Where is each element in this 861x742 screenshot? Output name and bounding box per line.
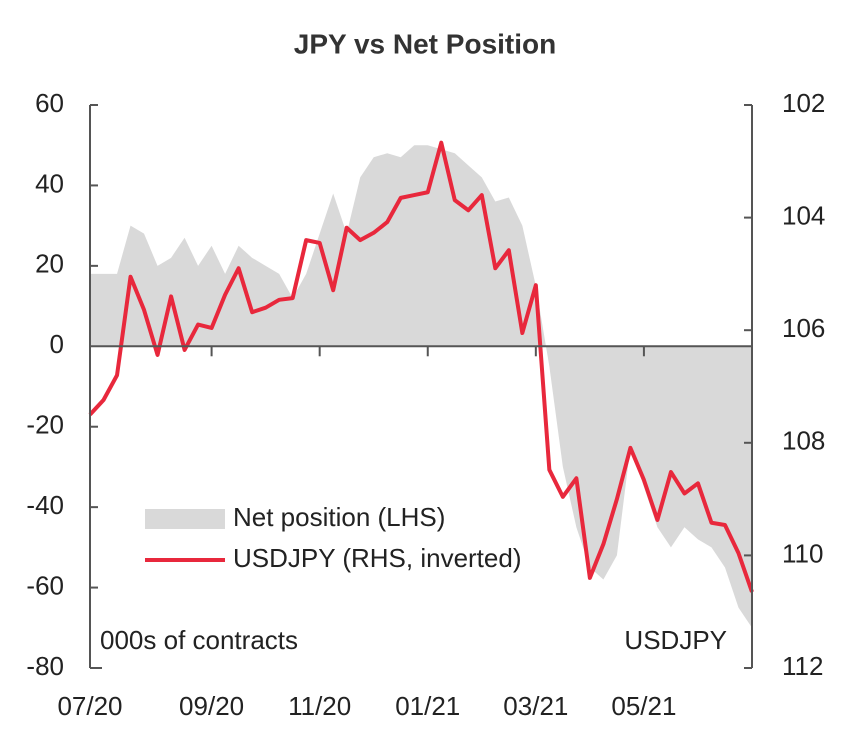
legend-label: USDJPY (RHS, inverted): [233, 543, 522, 573]
x-tick-label: 07/20: [57, 691, 122, 721]
y-tick-label: 60: [35, 88, 64, 118]
x-tick-label: 01/21: [395, 691, 460, 721]
x-tick-label: 09/20: [179, 691, 244, 721]
y-tick-label: 0: [50, 329, 64, 359]
y-tick-label: -60: [26, 570, 64, 600]
legend-label: Net position (LHS): [233, 502, 445, 532]
x-tick-label: 03/21: [503, 691, 568, 721]
y2-tick-label: 108: [782, 426, 825, 456]
annotation: USDJPY: [624, 625, 727, 655]
y2-tick-label: 104: [782, 200, 825, 230]
x-tick-label: 11/20: [288, 691, 351, 721]
y-tick-label: -80: [26, 651, 64, 681]
chart-title: JPY vs Net Position: [294, 28, 556, 59]
plot: [88, 140, 754, 628]
y-tick-label: -20: [26, 410, 64, 440]
legend-swatch: [145, 509, 225, 529]
annotation: 000s of contracts: [100, 625, 298, 655]
y2-tick-label: 112: [782, 651, 823, 681]
area: [90, 145, 752, 628]
y-tick-label: 40: [35, 168, 64, 198]
y2-tick-label: 110: [782, 538, 823, 568]
y-tick-label: -40: [26, 490, 64, 520]
y2-tick-label: 106: [782, 313, 825, 343]
line: [88, 140, 754, 593]
x-tick-label: 05/21: [611, 691, 676, 721]
y-tick-label: 20: [35, 249, 64, 279]
y2-tick-label: 102: [782, 88, 825, 118]
